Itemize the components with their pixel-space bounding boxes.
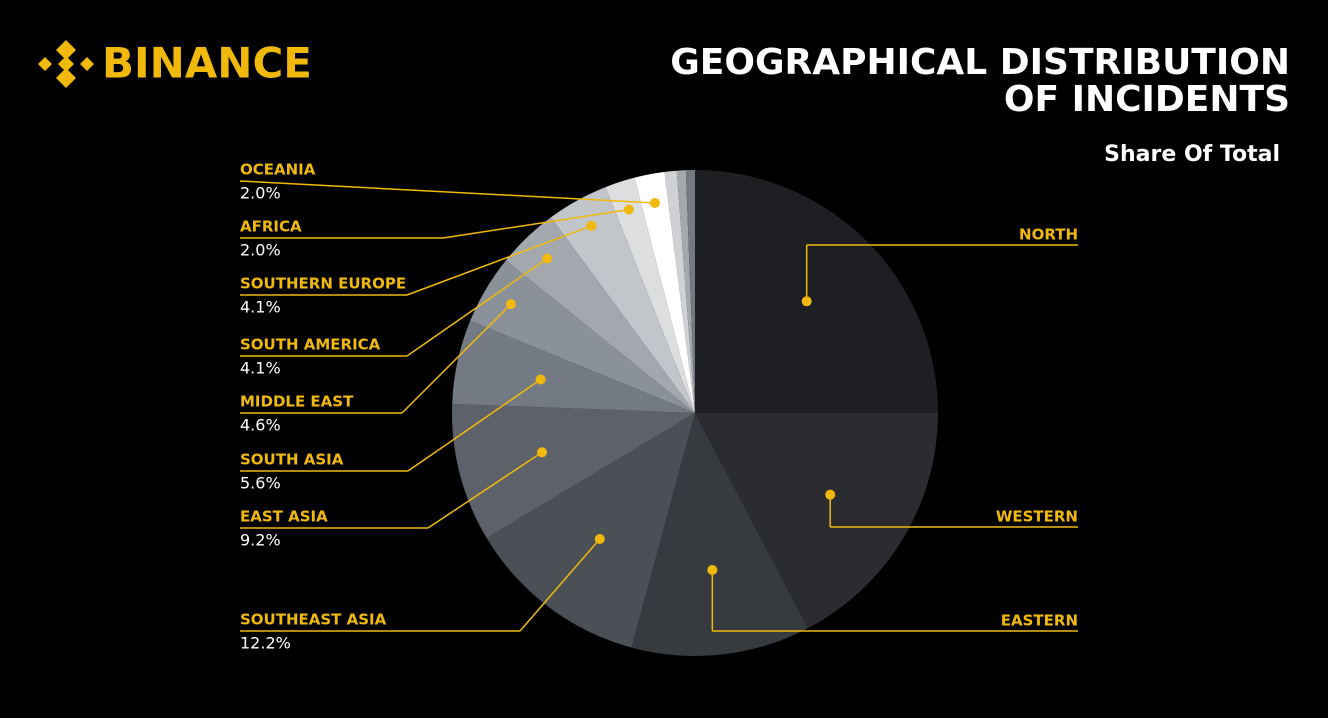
pie-slice [550, 187, 695, 413]
leader-line [239, 180, 655, 204]
chart-title: GEOGRAPHICAL DISTRIBUTION [670, 42, 1290, 83]
leader-line [442, 208, 630, 239]
leader-dot [649, 197, 660, 208]
leader-line [401, 303, 512, 414]
pie-slice [605, 177, 695, 413]
value-label: 9.2% [240, 531, 281, 550]
value-label: 2.0% [240, 241, 281, 260]
leader-dot [623, 204, 634, 215]
value-label: 4.1% [240, 359, 281, 378]
leader-line [427, 451, 543, 529]
pie-slice [695, 170, 938, 413]
value-label: 2.0% [240, 184, 281, 203]
leader-dot [586, 220, 597, 231]
value-label: 4.1% [240, 298, 281, 317]
slice-label: OCEANIA [240, 161, 316, 179]
pie-slice [486, 413, 695, 648]
leader-dot [801, 296, 812, 307]
slice-label: EAST ASIA [240, 508, 328, 526]
pie-slice [676, 170, 695, 413]
leader-dot [825, 489, 836, 500]
leader-line [406, 257, 548, 357]
leader-line [407, 378, 542, 472]
leader-dot [542, 253, 553, 264]
value-label: 4.6% [240, 416, 281, 435]
pie-slice [505, 217, 695, 413]
slice-label: SOUTHEAST ASIA [240, 611, 387, 629]
leader-dot [537, 447, 548, 458]
leader-line [519, 538, 601, 632]
pie-slice [452, 320, 695, 413]
pie-slice [631, 413, 809, 657]
pie-slice [470, 260, 695, 413]
slice-label: WESTERN [996, 508, 1078, 526]
chart-title: OF INCIDENTS [1004, 79, 1290, 120]
value-label: 5.6% [240, 474, 281, 493]
leader-dot [535, 374, 546, 385]
leader-dot [505, 299, 516, 310]
value-label: 12.2% [240, 634, 291, 653]
slice-label: MIDDLE EAST [240, 393, 354, 411]
slice-label: SOUTH AMERICA [240, 336, 381, 354]
slice-label: NORTH [1019, 226, 1078, 244]
slice-label: SOUTH ASIA [240, 451, 344, 469]
chart-subtitle: Share Of Total [1104, 142, 1280, 167]
leader-line [406, 225, 592, 296]
pie-slice [685, 170, 695, 413]
leader-dot [594, 534, 605, 545]
slice-label: EASTERN [1001, 612, 1078, 630]
pie-slice [634, 171, 695, 413]
slice-label: AFRICA [240, 218, 302, 236]
brand: BINANCE [102, 39, 312, 88]
leader-dot [707, 564, 718, 575]
pie-slice [664, 170, 695, 413]
pie-slice [695, 413, 938, 629]
slice-label: SOUTHERN EUROPE [240, 275, 406, 293]
logo-mark [38, 40, 94, 88]
logo: BINANCE [38, 39, 312, 88]
pie-slice [452, 403, 695, 539]
